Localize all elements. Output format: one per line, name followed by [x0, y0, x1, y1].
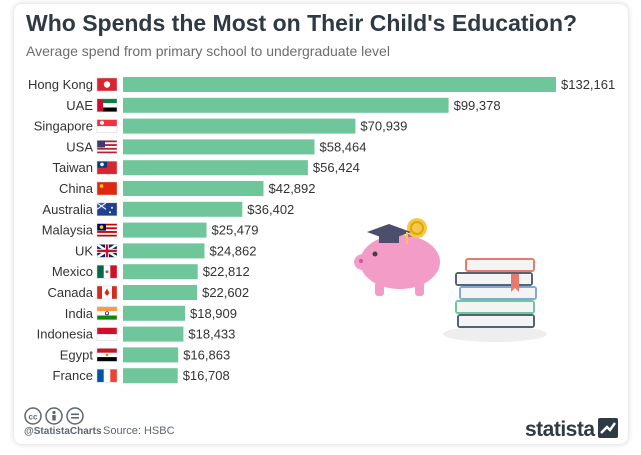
australia-flag-icon [96, 202, 118, 217]
value-label: $16,863 [183, 347, 230, 362]
usa-flag-icon [96, 140, 118, 154]
india-flag-icon [96, 306, 118, 321]
bar-chart: Hong Kong $132,161 UAE $99,378 Singapore $70,… [28, 77, 615, 384]
category-label: Australia [42, 202, 93, 217]
value-label: $22,602 [202, 285, 249, 300]
category-label: UK [75, 243, 93, 258]
value-label: $36,402 [247, 202, 294, 217]
category-label: Mexico [52, 264, 93, 279]
indonesia-flag-icon [96, 327, 118, 341]
value-label: $18,433 [188, 327, 235, 342]
bar [123, 368, 178, 384]
mexico-flag-icon [96, 264, 118, 279]
taiwan-flag-icon [96, 160, 118, 175]
bar [123, 118, 356, 134]
bar [123, 305, 185, 321]
category-label: Indonesia [37, 327, 94, 342]
uk-flag-icon [96, 243, 118, 259]
uae-flag-icon [96, 98, 118, 113]
category-label: India [65, 306, 94, 321]
chart-title: Who Spends the Most on Their Child's Edu… [26, 10, 578, 36]
value-label: $132,161 [561, 77, 615, 92]
category-label: Singapore [34, 119, 93, 134]
footer-handle: @StatistaCharts [24, 426, 102, 437]
bar [123, 181, 264, 196]
bar [123, 139, 315, 155]
bar [123, 222, 207, 238]
category-label: USA [66, 139, 93, 154]
value-label: $16,708 [183, 368, 230, 383]
education-illustration [354, 218, 547, 342]
canada-flag-icon [96, 285, 118, 300]
statista-logo: statista [525, 418, 595, 441]
bar [123, 97, 449, 113]
malaysia-flag-icon [96, 223, 118, 237]
category-label: Taiwan [53, 160, 93, 175]
bar [123, 243, 205, 259]
creative-commons-icons: cc [24, 407, 84, 425]
value-label: $56,424 [313, 160, 360, 175]
bar [123, 326, 184, 342]
bar [123, 201, 243, 217]
value-label: $70,939 [360, 119, 407, 134]
value-label: $99,378 [454, 98, 501, 113]
graduation-cap-icon [367, 224, 411, 244]
bar [123, 160, 308, 176]
value-label: $58,464 [320, 139, 367, 154]
value-label: $42,892 [269, 181, 316, 196]
bar [123, 347, 179, 363]
value-label: $22,812 [203, 264, 250, 279]
bar [123, 285, 198, 300]
statista-logo-mark-icon [598, 418, 618, 438]
france-flag-icon [96, 368, 118, 383]
singapore-flag-icon [96, 119, 118, 133]
coin-icon [407, 218, 427, 238]
china-flag-icon [96, 181, 118, 196]
value-label: $18,909 [190, 306, 237, 321]
category-label: Canada [47, 285, 93, 300]
footer-source: Source: HSBC [103, 425, 175, 437]
value-label: $24,862 [210, 243, 257, 258]
value-label: $25,479 [212, 223, 259, 238]
bar [123, 264, 198, 280]
svg-text:cc: cc [29, 413, 38, 422]
category-label: France [53, 368, 93, 383]
category-label: UAE [66, 98, 93, 113]
category-label: Malaysia [42, 223, 94, 238]
hong-kong-flag-icon [96, 77, 118, 92]
books-stack-icon [443, 258, 547, 342]
category-label: Hong Kong [28, 77, 93, 92]
egypt-flag-icon [96, 348, 118, 362]
category-label: Egypt [60, 347, 94, 362]
chart-subtitle: Average spend from primary school to und… [26, 43, 390, 59]
category-label: China [59, 181, 94, 196]
bar [123, 77, 556, 92]
piggy-bank-icon [354, 234, 440, 296]
